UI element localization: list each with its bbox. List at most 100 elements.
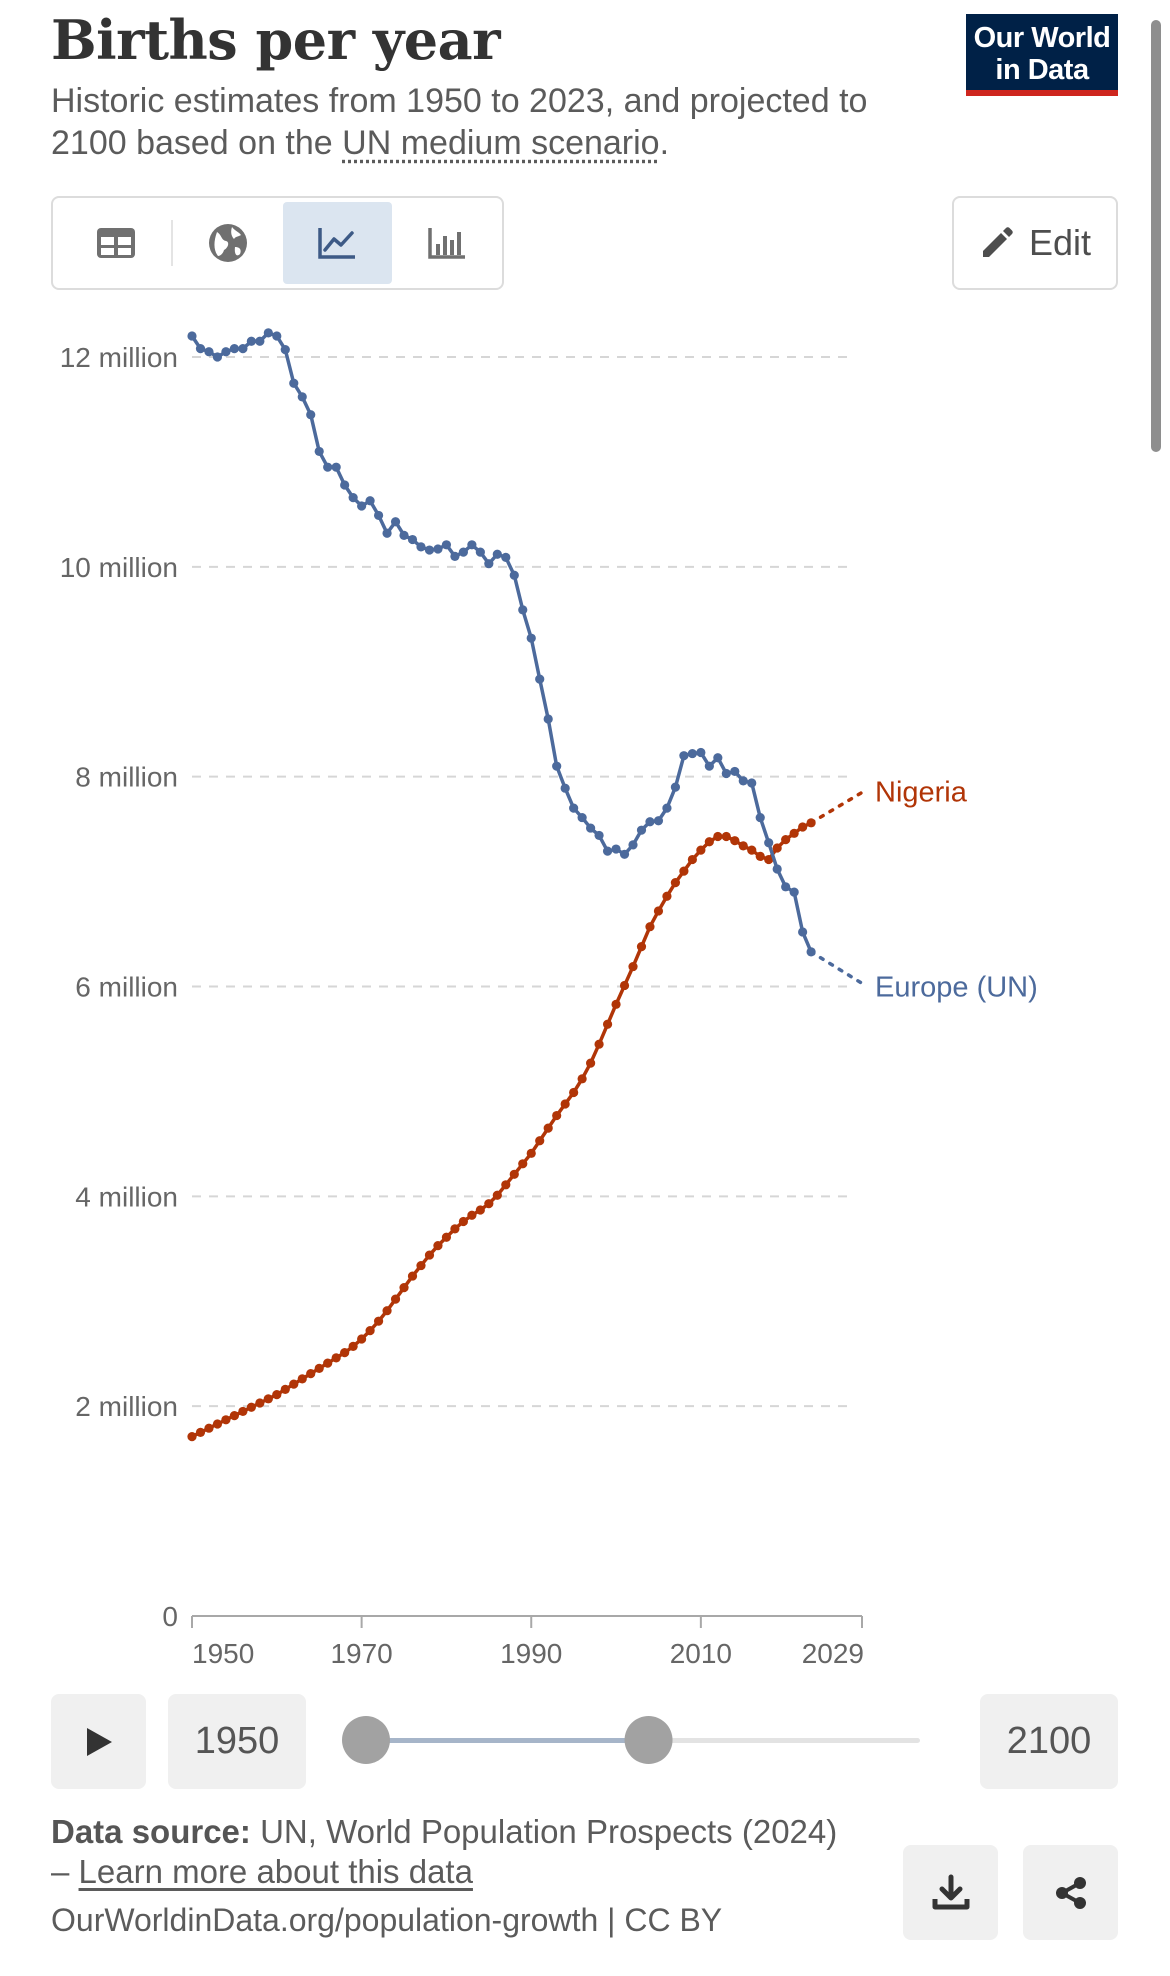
data-point[interactable] xyxy=(289,1379,299,1389)
data-point[interactable] xyxy=(594,1039,604,1049)
data-point[interactable] xyxy=(670,782,681,792)
data-point[interactable] xyxy=(543,714,553,724)
data-point[interactable] xyxy=(484,1199,494,1209)
data-point[interactable] xyxy=(611,844,621,854)
data-point[interactable] xyxy=(628,840,638,850)
data-point[interactable] xyxy=(204,1423,214,1433)
data-point[interactable] xyxy=(382,1306,392,1316)
data-point[interactable] xyxy=(560,1099,570,1109)
data-point[interactable] xyxy=(450,551,460,561)
data-point[interactable] xyxy=(424,1250,435,1260)
data-point[interactable] xyxy=(314,446,324,457)
data-point[interactable] xyxy=(713,831,723,842)
data-point[interactable] xyxy=(687,854,697,865)
download-button[interactable] xyxy=(903,1845,998,1940)
data-point[interactable] xyxy=(263,328,273,338)
data-point[interactable] xyxy=(755,812,765,823)
data-point[interactable] xyxy=(365,496,375,506)
data-point[interactable] xyxy=(314,1363,324,1373)
data-point[interactable] xyxy=(467,540,477,550)
data-point[interactable] xyxy=(781,882,791,892)
data-point[interactable] xyxy=(501,1180,511,1190)
data-point[interactable] xyxy=(789,887,799,897)
data-point[interactable] xyxy=(806,818,816,828)
data-point[interactable] xyxy=(229,344,240,354)
data-point[interactable] xyxy=(552,1110,562,1121)
data-point[interactable] xyxy=(340,1348,350,1358)
data-point[interactable] xyxy=(679,866,689,876)
data-point[interactable] xyxy=(187,331,197,341)
data-point[interactable] xyxy=(611,999,621,1009)
owid-logo[interactable]: Our World in Data xyxy=(966,14,1118,96)
data-point[interactable] xyxy=(331,462,341,472)
data-point[interactable] xyxy=(246,1402,256,1412)
data-point[interactable] xyxy=(526,633,536,643)
un-medium-scenario-link[interactable]: UN medium scenario xyxy=(342,124,660,162)
data-point[interactable] xyxy=(416,542,426,552)
data-point[interactable] xyxy=(195,344,206,354)
data-point[interactable] xyxy=(662,891,672,901)
data-point[interactable] xyxy=(747,778,757,788)
data-point[interactable] xyxy=(195,1427,206,1437)
data-point[interactable] xyxy=(501,552,511,562)
data-point[interactable] xyxy=(798,822,808,832)
data-point[interactable] xyxy=(289,378,299,388)
data-point[interactable] xyxy=(696,747,706,758)
data-point[interactable] xyxy=(255,1398,265,1408)
data-point[interactable] xyxy=(764,838,774,848)
data-point[interactable] xyxy=(416,1260,426,1271)
data-point[interactable] xyxy=(721,831,731,842)
data-point[interactable] xyxy=(390,1294,401,1304)
data-point[interactable] xyxy=(535,1136,545,1146)
timeline-end-year[interactable]: 2100 xyxy=(980,1694,1118,1789)
data-point[interactable] xyxy=(636,942,647,952)
data-point[interactable] xyxy=(407,534,418,545)
timeline-start-year[interactable]: 1950 xyxy=(168,1694,306,1789)
data-point[interactable] xyxy=(696,845,706,855)
data-point[interactable] xyxy=(806,947,816,957)
data-point[interactable] xyxy=(704,837,714,847)
data-point[interactable] xyxy=(484,559,494,569)
tab-bar-chart[interactable] xyxy=(392,202,502,284)
data-point[interactable] xyxy=(238,1406,248,1417)
data-point[interactable] xyxy=(441,1232,452,1242)
data-point[interactable] xyxy=(738,776,748,786)
play-button[interactable] xyxy=(51,1694,146,1789)
data-point[interactable] xyxy=(246,336,256,346)
data-point[interactable] xyxy=(382,528,392,538)
data-point[interactable] xyxy=(475,1205,485,1215)
data-point[interactable] xyxy=(552,761,562,771)
data-point[interactable] xyxy=(255,336,265,346)
data-point[interactable] xyxy=(433,1241,443,1251)
data-point[interactable] xyxy=(306,410,316,420)
data-point[interactable] xyxy=(373,510,384,521)
data-point[interactable] xyxy=(645,817,655,827)
data-point[interactable] xyxy=(390,517,401,527)
data-point[interactable] xyxy=(653,906,664,916)
data-point[interactable] xyxy=(238,344,248,354)
data-point[interactable] xyxy=(772,843,782,853)
data-point[interactable] xyxy=(272,331,282,341)
data-point[interactable] xyxy=(509,570,519,580)
data-point[interactable] xyxy=(653,816,664,826)
data-point[interactable] xyxy=(577,1074,587,1084)
data-point[interactable] xyxy=(187,1431,197,1442)
data-point[interactable] xyxy=(433,544,443,554)
data-point[interactable] xyxy=(399,1283,409,1293)
data-point[interactable] xyxy=(365,1326,375,1336)
data-point[interactable] xyxy=(280,1384,290,1394)
data-point[interactable] xyxy=(721,768,731,779)
data-point[interactable] xyxy=(221,347,231,357)
data-point[interactable] xyxy=(747,845,757,855)
data-point[interactable] xyxy=(781,835,791,845)
data-point[interactable] xyxy=(467,1210,477,1220)
data-point[interactable] xyxy=(450,1224,460,1234)
data-point[interactable] xyxy=(441,540,452,550)
data-point[interactable] xyxy=(280,345,290,355)
data-point[interactable] xyxy=(424,545,435,555)
data-point[interactable] xyxy=(458,1216,468,1227)
data-point[interactable] xyxy=(569,803,579,813)
data-point[interactable] xyxy=(407,1271,418,1281)
data-point[interactable] xyxy=(586,823,596,833)
data-point[interactable] xyxy=(399,530,409,540)
